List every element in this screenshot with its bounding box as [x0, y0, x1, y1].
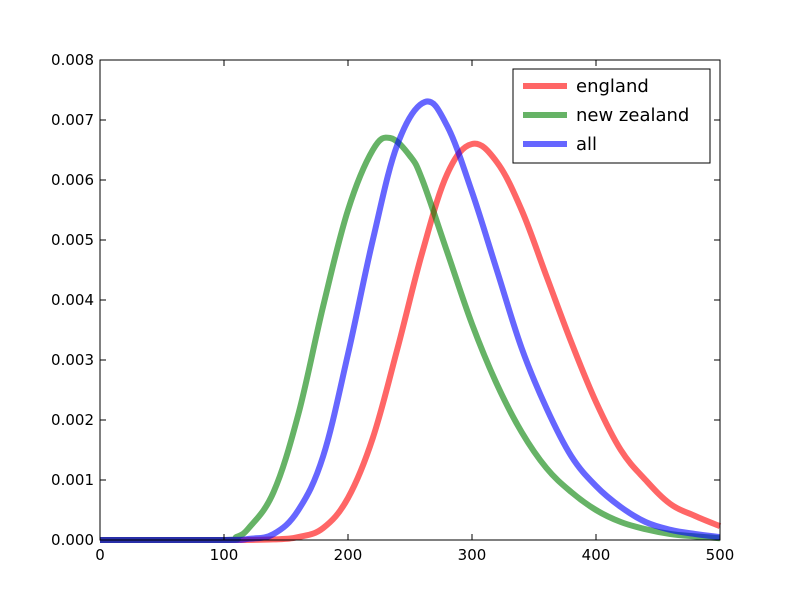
legend: england new zealand all	[512, 68, 711, 164]
x-tick-label: 500	[706, 546, 735, 564]
y-tick-label: 0.004	[51, 291, 94, 309]
y-tick-label: 0.005	[51, 231, 94, 249]
y-tick-label: 0.002	[51, 411, 94, 429]
legend-label-england: england	[576, 76, 649, 97]
series-line-new-zealand	[100, 134, 721, 544]
y-tick-label: 0.008	[51, 51, 94, 69]
x-tick-label: 100	[210, 546, 239, 564]
y-tick-label: 0.000	[51, 531, 94, 549]
y-tick-label: 0.007	[51, 111, 94, 129]
x-tick-label: 0	[95, 546, 105, 564]
legend-label-new-zealand: new zealand	[576, 105, 689, 126]
series-line-all	[100, 98, 721, 544]
x-tick-label: 200	[334, 546, 363, 564]
x-tick-label: 300	[458, 546, 487, 564]
x-tick-label: 400	[582, 546, 611, 564]
y-tick-label: 0.006	[51, 171, 94, 189]
series-line-england	[100, 140, 722, 544]
series-layer	[100, 98, 722, 544]
y-tick-label: 0.001	[51, 471, 94, 489]
y-tick-label: 0.003	[51, 351, 94, 369]
axes-layer: 0 100 200 300 400 500 0.000 0.001 0.002 0.003 0.00…	[51, 51, 734, 564]
legend-label-all: all	[576, 134, 597, 155]
